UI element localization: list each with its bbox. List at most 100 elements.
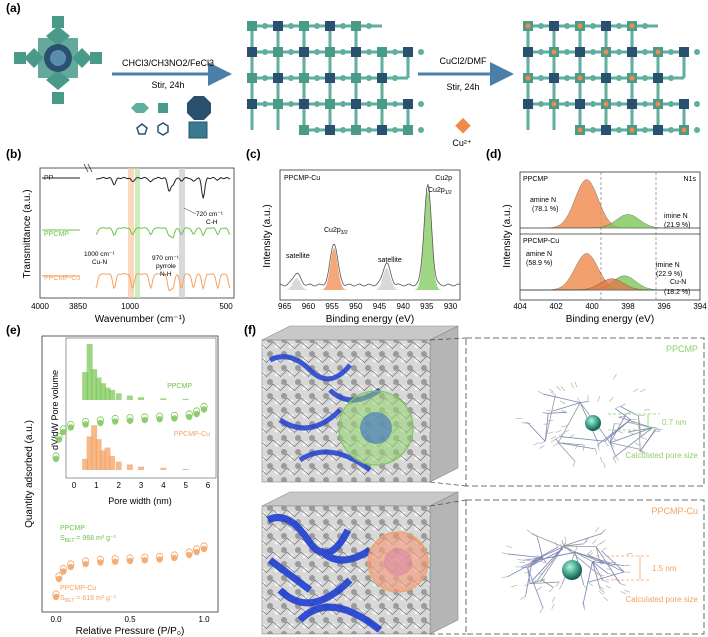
pyrrole-icon [136, 123, 148, 135]
iso-point-desorption [185, 548, 193, 556]
mol-bond [542, 557, 547, 564]
bottom-cun-pct: (18.2 %) [664, 289, 690, 296]
network-node [653, 125, 663, 135]
mol-bond [549, 587, 554, 593]
mol-bond [521, 557, 543, 568]
mol-bond [531, 533, 576, 553]
network-linker [262, 23, 268, 29]
mol-bond [637, 449, 644, 454]
mol-bond [656, 428, 663, 431]
network-linker [590, 101, 596, 107]
network-node [325, 47, 335, 57]
mol-bond [604, 441, 609, 447]
network-cu-site [629, 23, 635, 29]
ftir-xtick: 3850 [69, 302, 87, 311]
step1-conditions: Stir, 24h [151, 80, 184, 90]
network-cu-site [655, 49, 661, 55]
mol-bond [612, 427, 653, 459]
network-linker [564, 101, 570, 107]
cu2p-peak-3 [280, 278, 460, 290]
cu2p-plot-frame [279, 169, 461, 301]
network-node [351, 47, 361, 57]
mol-bond [546, 409, 553, 412]
network-cu-site [577, 75, 583, 81]
mol-bond [601, 528, 607, 534]
network-node [575, 99, 585, 109]
cu2p-region: Cu2p [435, 175, 452, 182]
cu2p-peaks [279, 184, 461, 290]
network-linker [564, 75, 570, 81]
cu-ion-label: Cu²⁺ [452, 138, 472, 148]
annot-ch: C-H [206, 219, 218, 226]
psd-xlabel: Pore width (nm) [108, 496, 172, 506]
network-linker [418, 101, 424, 107]
n1s-bottom-sample: PPCMP-Cu [523, 238, 559, 245]
network-node [273, 99, 283, 109]
n1s-peaks [520, 179, 700, 291]
psd-bar [115, 461, 122, 470]
network-node [575, 47, 585, 57]
mol-bond [577, 397, 581, 403]
legend-octagon [187, 96, 211, 120]
ftir-ylabel: Transmittance (a.u.) [22, 189, 33, 278]
panel-f-label: (f) [244, 323, 256, 337]
cu2p-xticks: 965 960 955 950 945 940 935 930 [278, 302, 458, 311]
psd-bar [104, 447, 111, 470]
panel-d: (d) PPCMP N1s amine N (78.1 %) imine N (… [486, 147, 707, 325]
mol-bond [613, 437, 619, 442]
network-linker [538, 101, 544, 107]
mol-bond [539, 445, 545, 449]
network-linker [340, 101, 346, 107]
mol-bond [600, 562, 607, 565]
mol-bond [564, 536, 567, 543]
f-top-size: 0.7 nm [662, 418, 687, 427]
mol-bond [520, 596, 526, 600]
network-node [377, 73, 387, 83]
network-linker [262, 75, 268, 81]
mol-bond [626, 411, 633, 414]
psd-xtick: 2 [116, 481, 121, 490]
series-label-pp: PP [44, 175, 54, 182]
mol-bond [507, 557, 543, 578]
molecule-ppcmp [516, 373, 663, 469]
mol-bond [640, 450, 646, 455]
cu-sphere-ppcmp [585, 415, 601, 431]
iso-point-desorption [156, 412, 164, 420]
network-linker [668, 49, 674, 55]
n1s-xtick: 394 [693, 302, 707, 311]
mol-bond [563, 543, 584, 547]
mol-bond [620, 583, 626, 586]
cu2p-xtick: 955 [325, 302, 339, 311]
mol-bond [555, 581, 560, 588]
psd-bar [82, 372, 89, 400]
mol-bond [624, 589, 631, 593]
iso-point-desorption [200, 402, 208, 411]
mol-bond [633, 388, 639, 393]
iso-point-desorption [126, 554, 134, 562]
mol-bond [530, 581, 560, 584]
ftir-xtick: 500 [219, 302, 233, 311]
mol-bond [615, 405, 621, 410]
panel-a: (a) CHCl3/CH3NO2/FeCl3 Stir, 24h [6, 1, 700, 148]
annot-line-720 [183, 207, 197, 215]
network-cu-site [577, 23, 583, 29]
network-cu-site [551, 101, 557, 107]
network-linker [590, 49, 596, 55]
cube-ppcmp [261, 325, 459, 483]
network-linker [694, 127, 700, 133]
mol-bond [548, 411, 567, 414]
network-node [273, 47, 283, 57]
psd-xticks: 0 1 2 3 4 5 6 [72, 481, 211, 490]
mol-bond [609, 442, 616, 456]
network-linker [366, 23, 372, 29]
mol-bond [641, 437, 647, 440]
psd-inset-frame [65, 337, 217, 479]
network-node [549, 73, 559, 83]
network-linker [616, 127, 622, 133]
iso-point-desorption [141, 413, 149, 421]
monomer-structure [14, 16, 102, 104]
mol-bond [599, 540, 606, 545]
bottom-imine-label: imine N [656, 262, 680, 269]
mol-bond [592, 561, 609, 574]
iso-point-desorption [82, 557, 90, 565]
